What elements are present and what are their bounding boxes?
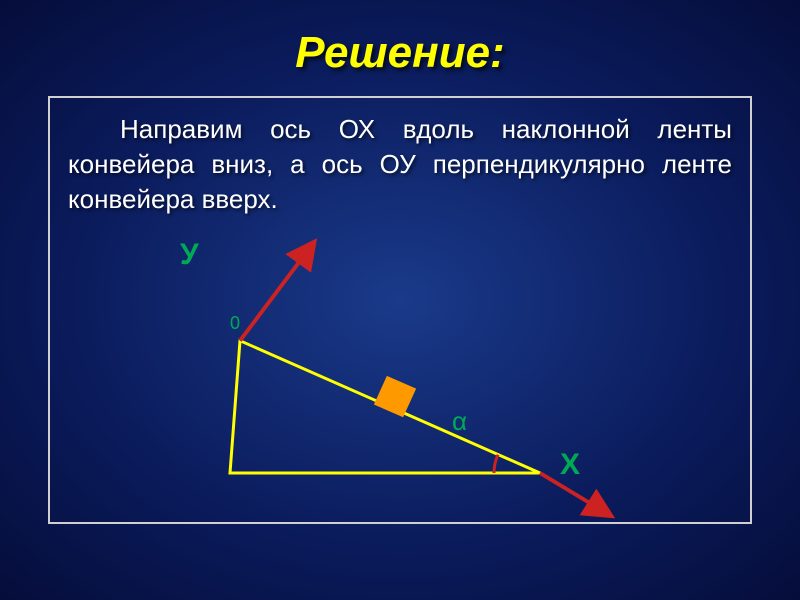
content-box: Направим ось ОХ вдоль наклонной ленты ко… bbox=[48, 96, 752, 524]
page-title: Решение: bbox=[0, 28, 800, 78]
body-text: Направим ось ОХ вдоль наклонной ленты ко… bbox=[68, 112, 732, 217]
angle-label: α bbox=[452, 406, 467, 437]
x-axis-label: Х bbox=[560, 448, 580, 482]
y-axis-label: У bbox=[180, 238, 199, 272]
origin-label: 0 bbox=[230, 313, 240, 334]
diagram-svg bbox=[50, 228, 750, 522]
inclined-plane-diagram: У 0 α Х bbox=[50, 228, 750, 522]
